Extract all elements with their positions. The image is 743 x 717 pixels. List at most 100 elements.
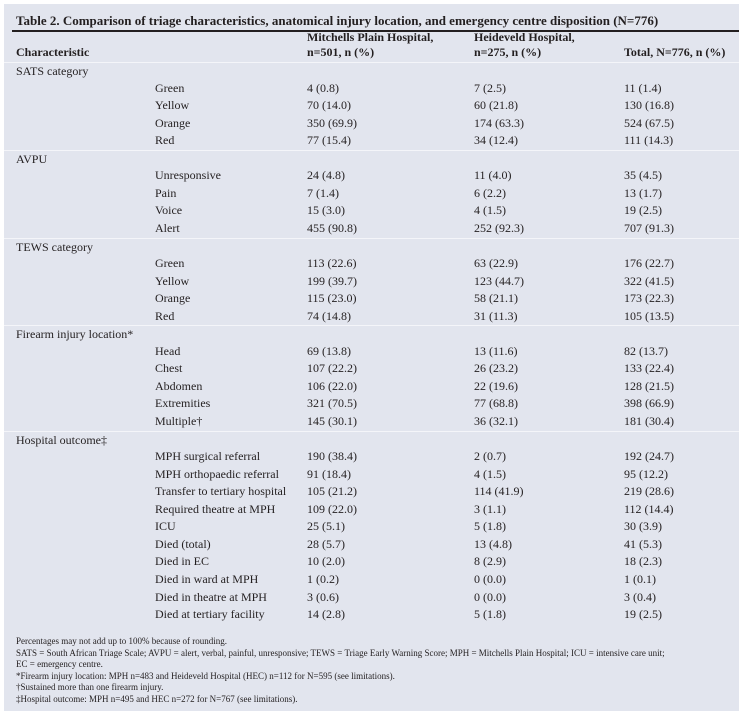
header-characteristic: Characteristic [16,45,90,59]
table-row: Died in EC 10 (2.0) 8 (2.9) 18 (2.3) [4,553,739,571]
cell: Red [155,308,175,323]
table-row: MPH orthopaedic referral 91 (18.4) 4 (1.5)… [4,466,739,484]
header-mph-line1: Mitchells Plain Hospital, [307,30,434,44]
cell: 28 (5.7) [307,536,345,551]
cell: 5 (1.8) [474,607,506,622]
table-row: Died in ward at MPH 1 (0.2) 0 (0.0) 1 (0.1) [4,571,739,589]
table-row: Abdomen 106 (22.0) 22 (19.6) 128 (21.5) [4,378,739,396]
cell: 69 (13.8) [307,343,351,358]
cell: Died in EC [155,554,209,569]
group-label: TEWS category [16,239,93,254]
cell: 199 (39.7) [307,273,357,288]
cell: 11 (1.4) [624,80,662,95]
footnote: EC = emergency centre. [16,659,103,669]
table-row: Orange 115 (23.0) 58 (21.1) 173 (22.3) [4,290,739,308]
group-label: AVPU [16,151,48,166]
cell: 398 (66.9) [624,396,674,411]
cell: 524 (67.5) [624,115,674,130]
cell: Unresponsive [155,168,221,183]
header-mph-line2: n=501, n (%) [307,45,375,59]
cell: 41 (5.3) [624,536,662,551]
group-header: SATS category [4,62,739,81]
cell: 181 (30.4) [624,414,674,428]
group-header: Firearm injury location* [4,325,739,344]
group-label: Hospital outcome‡ [16,432,107,447]
table-row: ICU 25 (5.1) 5 (1.8) 30 (3.9) [4,518,739,536]
cell: 35 (4.5) [624,168,662,183]
cell: 1 (0.2) [307,571,339,586]
cell: 5 (1.8) [474,519,506,534]
cell: 106 (22.0) [307,378,357,393]
table-row: Required theatre at MPH 109 (22.0) 3 (1.1)… [4,501,739,519]
cell: 82 (13.7) [624,343,668,358]
cell: Abdomen [155,378,203,393]
group-header: Hospital outcome‡ [4,430,739,450]
table-row: Chest 107 (22.2) 26 (23.2) 133 (22.4) [4,360,739,378]
footnote: Percentages may not add up to 100% becau… [16,636,227,646]
group-header: TEWS category [4,237,739,257]
cell: 128 (21.5) [624,378,674,393]
cell: 6 (2.2) [474,185,506,200]
cell: 105 (13.5) [624,308,674,323]
cell: 63 (22.9) [474,256,518,271]
cell: 11 (4.0) [474,168,512,183]
cell: 321 (70.5) [307,396,357,411]
cell: Died in theatre at MPH [155,589,267,604]
cell: 2 (0.7) [474,449,506,464]
cell: Red [155,133,175,148]
cell: 111 (14.3) [624,133,674,148]
cell: 10 (2.0) [307,554,345,569]
table-row: Red 77 (15.4) 34 (12.4) 111 (14.3) [4,132,739,150]
footnote: *Firearm injury location: MPH n=483 and … [16,670,395,681]
cell: 31 (11.3) [474,308,518,323]
cell: 7 (2.5) [474,80,506,95]
table-row: Yellow 70 (14.0) 60 (21.8) 130 (16.8) [4,97,739,115]
footnote: SATS = South African Triage Scale; AVPU … [16,647,665,658]
cell: Chest [155,361,183,376]
cell: 7 (1.4) [307,185,339,200]
cell: 176 (22.7) [624,256,674,271]
cell: Green [155,256,185,271]
cell: 8 (2.9) [474,554,506,569]
cell: 123 (44.7) [474,273,524,288]
header-hec: Heideveld Hospital, n=275, n (%) [474,30,575,60]
cell: 190 (38.4) [307,449,357,464]
cell: 30 (3.9) [624,519,662,534]
cell: 24 (4.8) [307,168,345,183]
cell: Multiple† [155,414,203,428]
cell: 219 (28.6) [624,484,674,499]
cell: Green [155,80,185,95]
table-row: Unresponsive 24 (4.8) 11 (4.0) 35 (4.5) [4,167,739,185]
cell: 133 (22.4) [624,361,674,376]
cell: 91 (18.4) [307,466,351,481]
table-row: Alert 455 (90.8) 252 (92.3) 707 (91.3) [4,220,739,238]
cell: 74 (14.8) [307,308,351,323]
cell: 174 (63.3) [474,115,524,130]
header-hec-line1: Heideveld Hospital, [474,30,575,44]
cell: 0 (0.0) [474,589,506,604]
cell: Pain [155,185,177,200]
cell: 58 (21.1) [474,291,518,306]
cell: 105 (21.2) [307,484,357,499]
cell: 112 (14.4) [624,501,674,516]
cell: 70 (14.0) [307,98,351,113]
cell: 36 (32.1) [474,414,518,428]
cell: 77 (15.4) [307,133,351,148]
table-row: MPH surgical referral 190 (38.4) 2 (0.7) 19… [4,448,739,466]
cell: Voice [155,203,183,218]
cell: Transfer to tertiary hospital [155,484,287,499]
cell: 13 (11.6) [474,343,518,358]
table-row: Green 4 (0.8) 7 (2.5) 11 (1.4) [4,80,739,98]
table-row: Voice 15 (3.0) 4 (1.5) 19 (2.5) [4,202,739,220]
table-row: Orange 350 (69.9) 174 (63.3) 524 (67.5) [4,115,739,133]
cell: 25 (5.1) [307,519,345,534]
cell: Yellow [155,273,190,288]
table-row: Multiple† 145 (30.1) 36 (32.1) 181 (30.4) [4,413,739,431]
table-row: Died (total) 28 (5.7) 13 (4.8) 41 (5.3) [4,536,739,554]
cell: 15 (3.0) [307,203,345,218]
table-row: Red 74 (14.8) 31 (11.3) 105 (13.5) [4,308,739,326]
group-label: SATS category [16,64,89,78]
table-row: Transfer to tertiary hospital 105 (21.2) 1… [4,483,739,501]
cell: 77 (68.8) [474,396,518,411]
header-hec-line2: n=275, n (%) [474,45,542,59]
